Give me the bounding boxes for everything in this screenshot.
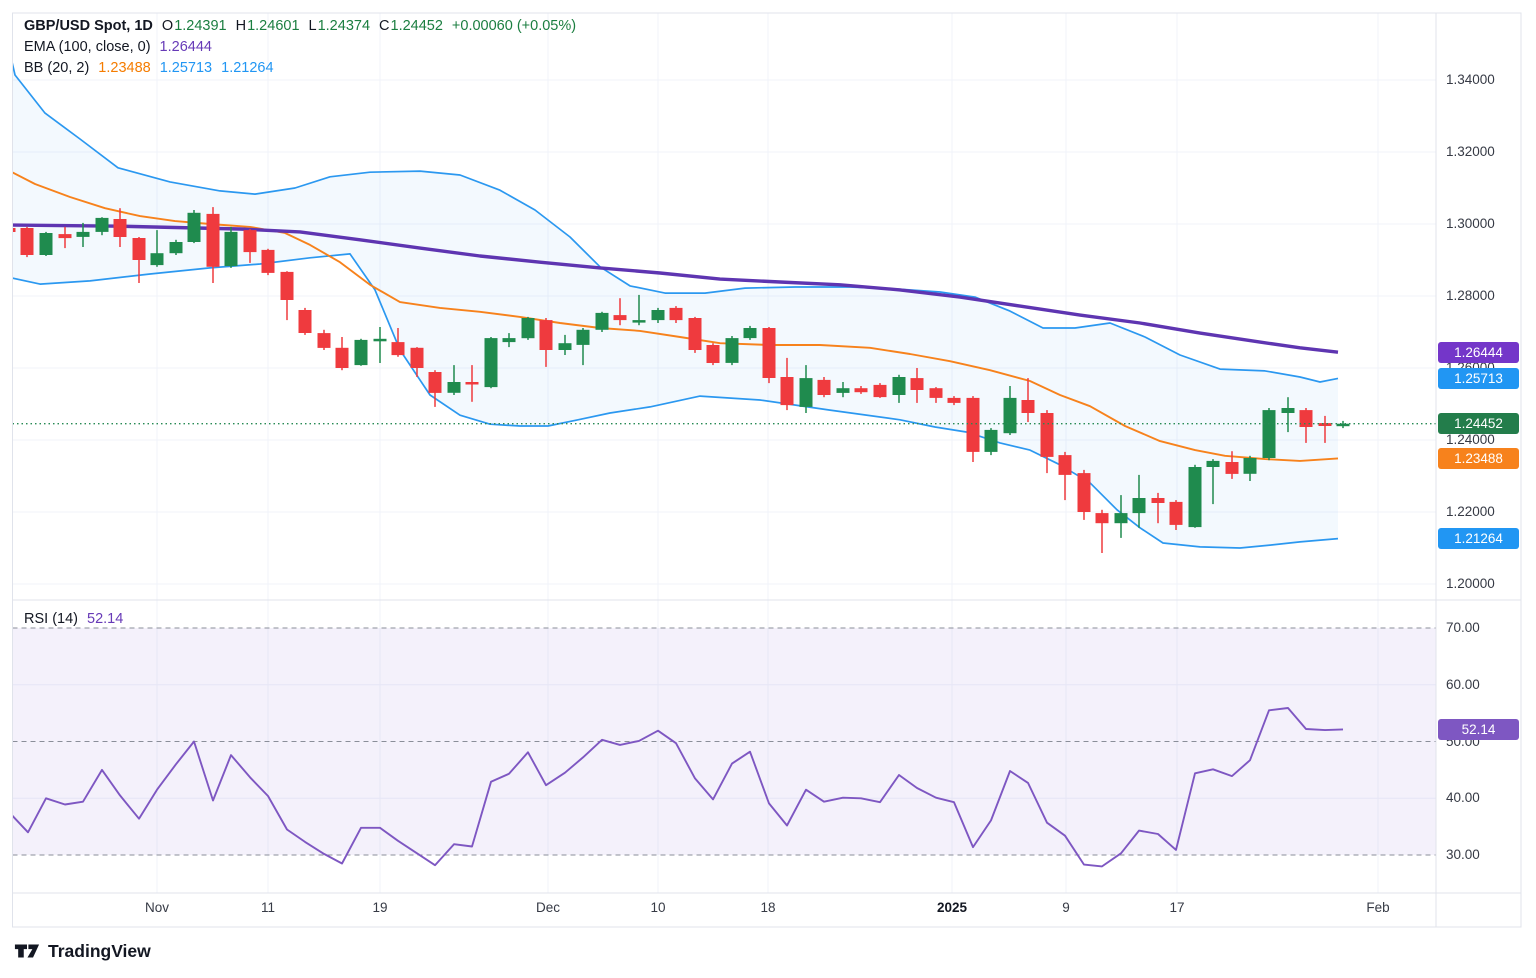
time-axis-label: 2025 bbox=[936, 900, 968, 915]
ema-legend-row[interactable]: EMA (100, close, 0) 1.26444 bbox=[24, 39, 576, 55]
rsi-badge: 52.14 bbox=[1438, 719, 1519, 740]
time-axis-label: Dec bbox=[535, 900, 561, 915]
close-value: C 1.24452 bbox=[379, 18, 443, 34]
bb-upper-line bbox=[12, 61, 1339, 383]
ema-label: EMA (100, close, 0) bbox=[24, 39, 151, 55]
rsi-legend: RSI (14) 52.14 bbox=[24, 611, 123, 627]
time-axis-label: 11 bbox=[260, 900, 276, 915]
price-axis-label: 1.34000 bbox=[1446, 72, 1495, 87]
price-axis-label: 1.24000 bbox=[1446, 432, 1495, 447]
price-axis-label: 1.20000 bbox=[1446, 576, 1495, 591]
time-axis-label: 18 bbox=[760, 900, 776, 915]
rsi-axis-label: 60.00 bbox=[1446, 677, 1480, 692]
time-axis-label: 10 bbox=[650, 900, 666, 915]
bb-basis-value: 1.23488 bbox=[98, 60, 151, 76]
price-pane bbox=[12, 61, 1350, 553]
bb-label: BB (20, 2) bbox=[24, 60, 90, 76]
rsi-axis-label: 40.00 bbox=[1446, 790, 1480, 805]
rsi-axis-label: 70.00 bbox=[1446, 620, 1480, 635]
time-axis-label: Nov bbox=[144, 900, 170, 915]
bb-upper-value: 1.25713 bbox=[159, 60, 213, 76]
rsi-line bbox=[12, 707, 1344, 868]
grid-layer bbox=[12, 13, 1436, 893]
indicator-legend: GBP/USD Spot, 1D O 1.24391 H 1.24601 L 1.24… bbox=[24, 18, 576, 76]
time-axis-label: 19 bbox=[372, 900, 388, 915]
tradingview-logo-icon bbox=[14, 944, 40, 958]
symbol-legend-row[interactable]: GBP/USD Spot, 1D O 1.24391 H 1.24601 L 1.24… bbox=[24, 18, 576, 34]
bb-legend-row[interactable]: BB (20, 2) 1.23488 1.25713 1.21264 bbox=[24, 60, 576, 76]
open-value: O 1.24391 bbox=[161, 18, 227, 34]
rsi-pane bbox=[12, 707, 1344, 868]
time-axis-label: 17 bbox=[1169, 900, 1185, 915]
price-badge: 1.25713 bbox=[1438, 368, 1519, 389]
price-axis-label: 1.32000 bbox=[1446, 144, 1495, 159]
bb-lower-value: 1.21264 bbox=[221, 60, 274, 76]
tradingview-logo-text: TradingView bbox=[48, 940, 151, 961]
price-axis-label: 1.22000 bbox=[1446, 504, 1495, 519]
ema-line bbox=[12, 223, 1339, 354]
rsi-legend-row[interactable]: RSI (14) 52.14 bbox=[24, 611, 123, 627]
bb-lower-line bbox=[12, 253, 1339, 549]
time-axis-label: Feb bbox=[1366, 900, 1390, 915]
rsi-value: 52.14 bbox=[87, 611, 124, 627]
tradingview-logo[interactable]: TradingView bbox=[14, 940, 151, 962]
price-change: +0.00060 (+0.05%) bbox=[451, 18, 577, 34]
price-badge: 1.21264 bbox=[1438, 528, 1519, 549]
price-badge: 1.23488 bbox=[1438, 448, 1519, 469]
low-value: L 1.24374 bbox=[308, 18, 371, 34]
ema-value: 1.26444 bbox=[159, 39, 212, 55]
rsi-axis-label: 30.00 bbox=[1446, 847, 1480, 862]
rsi-label: RSI (14) bbox=[24, 611, 78, 627]
price-axis-label: 1.30000 bbox=[1446, 216, 1495, 231]
time-axis-label: 9 bbox=[1062, 900, 1070, 915]
price-badge: 1.26444 bbox=[1438, 342, 1519, 363]
high-value: H 1.24601 bbox=[235, 18, 300, 34]
price-axis-label: 1.28000 bbox=[1446, 288, 1495, 303]
candles-layer bbox=[12, 207, 1350, 553]
chart-frame bbox=[12, 12, 1522, 928]
price-badge: 1.24452 bbox=[1438, 413, 1519, 434]
symbol-title: GBP/USD Spot, 1D bbox=[24, 18, 153, 34]
